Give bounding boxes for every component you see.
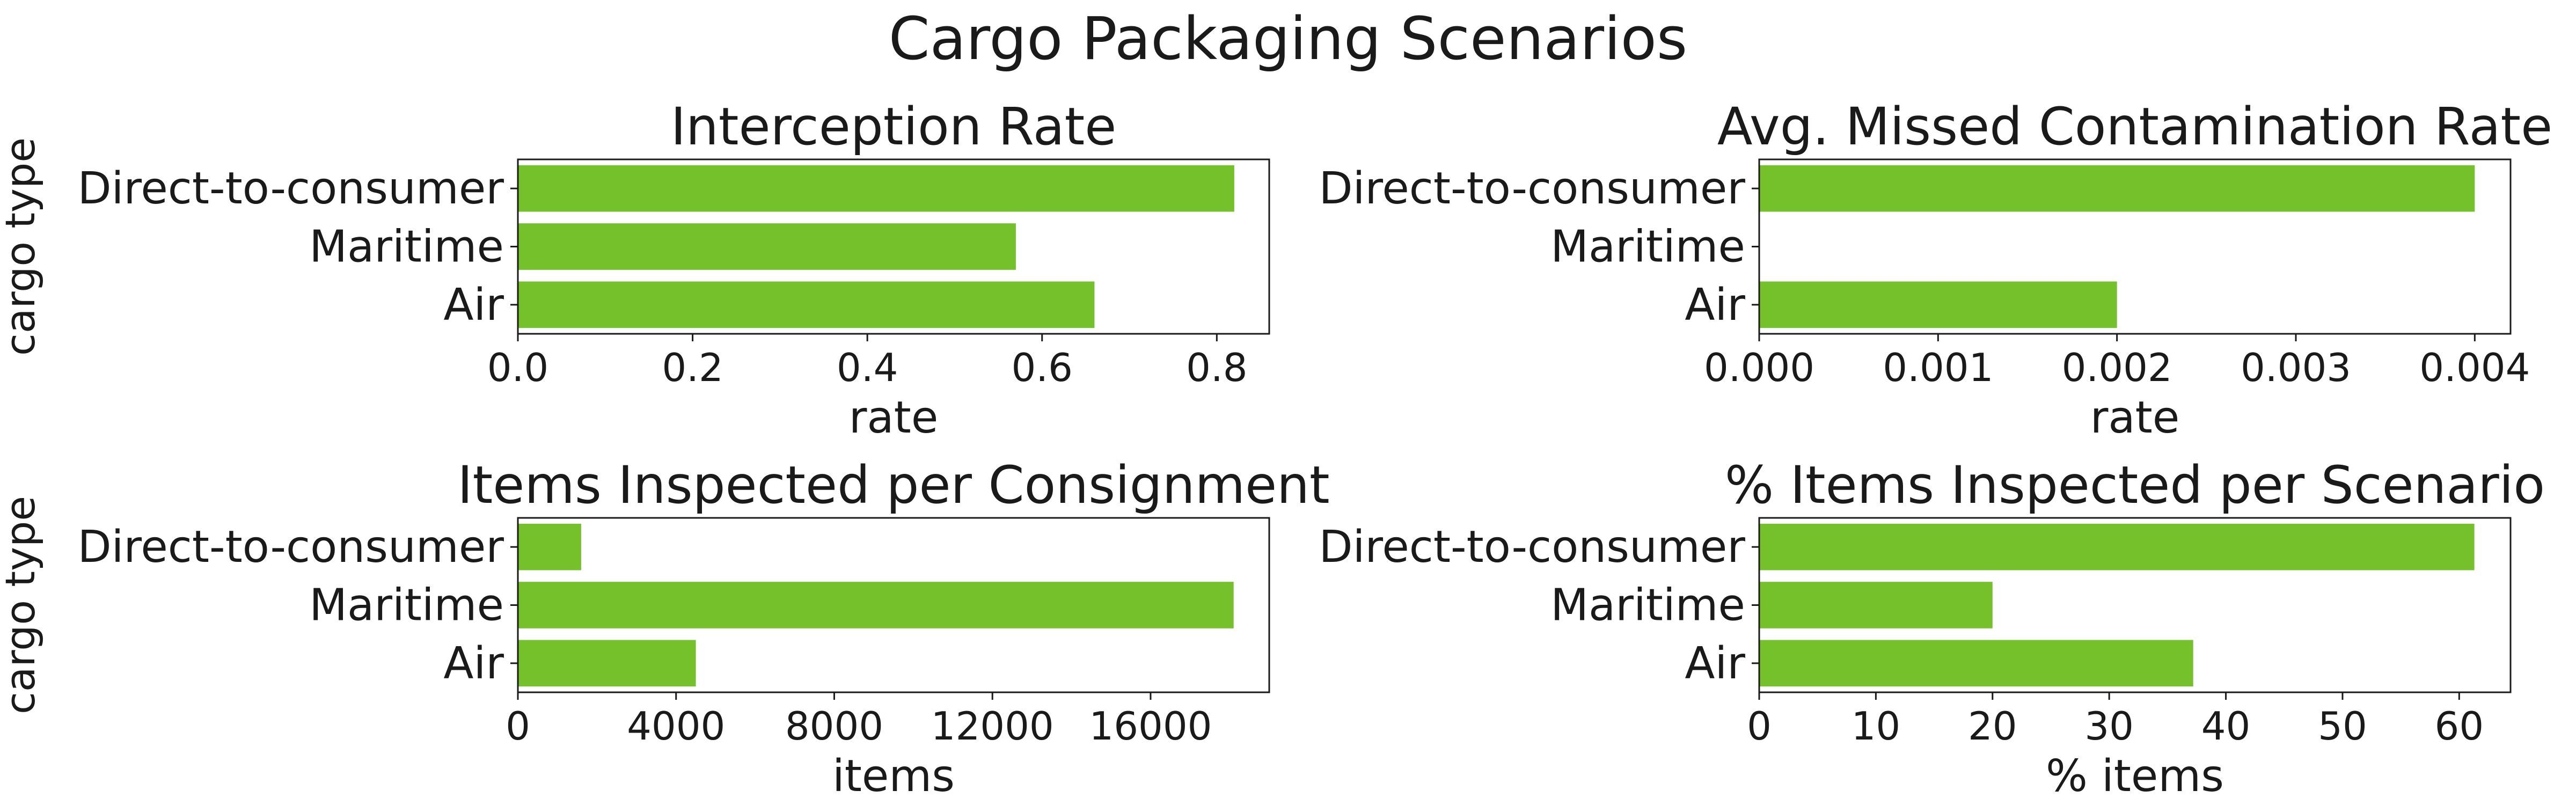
x-tick-label: 0.6 [1011,345,1073,390]
chart-panel-1: Direct-to-consumer Maritime Air 0.0 0.2 0.4 0.… [0,97,1270,443]
x-axis-label: items [832,751,955,802]
bar-maritime [518,223,1016,270]
x-axis-label: rate [849,392,939,443]
y-tick-label: Maritime [1550,580,1745,631]
x-tick-label: 0 [1747,704,1772,749]
y-tick-label: Maritime [309,580,504,631]
y-tick-label: Air [1685,280,1745,331]
panel-title: % Items Inspected per Scenario [1725,455,2545,515]
y-tick-label: Maritime [1550,222,1745,273]
bar-direct-to-consumer [518,523,581,570]
bar-air [518,281,1095,328]
bar-air [1759,640,2193,687]
y-tick-label: Air [1685,638,1745,689]
bar-direct-to-consumer [1759,523,2475,570]
bar-maritime [518,582,1234,628]
y-axis-label: cargo type [0,137,44,356]
x-axis-label: % items [2046,751,2224,802]
bar-direct-to-consumer [518,165,1234,212]
x-tick-label: 0.002 [2062,345,2172,390]
x-tick-label: 0.0 [487,345,549,390]
y-tick-label: Direct-to-consumer [1319,522,1746,573]
chart-panels: Direct-to-consumer Maritime Air 0.0 0.2 0.4 0.… [0,97,2552,802]
x-tick-label: 4000 [627,704,725,749]
bar-maritime [1759,582,1993,628]
x-tick-label: 16000 [1089,704,1212,749]
x-tick-label: 0.001 [1883,345,1993,390]
x-tick-label: 8000 [785,704,883,749]
x-tick-label: 0.8 [1186,345,1248,390]
x-tick-label: 0.000 [1704,345,1814,390]
x-tick-label: 20 [1968,704,2017,749]
x-tick-label: 40 [2201,704,2251,749]
panel-title: Interception Rate [671,97,1117,157]
x-tick-label: 0.2 [662,345,723,390]
bar-air [518,640,696,687]
y-tick-label: Direct-to-consumer [78,163,504,214]
panel-title: Items Inspected per Consignment [457,455,1329,515]
x-tick-label: 0.003 [2241,345,2351,390]
y-tick-label: Maritime [309,222,504,273]
x-tick-label: 12000 [931,704,1054,749]
y-tick-label: Direct-to-consumer [1319,163,1746,214]
x-tick-label: 60 [2435,704,2484,749]
y-tick-label: Air [443,280,504,331]
y-tick-label: Direct-to-consumer [78,522,504,573]
x-tick-label: 0.4 [837,345,898,390]
bar-direct-to-consumer [1759,165,2475,212]
chart-panel-2: Direct-to-consumer Maritime Air 0.000 0.001 0… [1319,97,2553,443]
figure-title: Cargo Packaging Scenarios [889,4,1687,73]
bar-air [1759,281,2117,328]
x-tick-label: 0.004 [2419,345,2530,390]
x-axis-label: rate [2090,392,2180,443]
x-tick-label: 30 [2084,704,2134,749]
y-tick-label: Air [443,638,504,689]
y-axis-label: cargo type [0,496,44,714]
x-tick-label: 10 [1851,704,1901,749]
x-tick-label: 50 [2318,704,2367,749]
panel-title: Avg. Missed Contamination Rate [1717,97,2552,157]
x-tick-label: 0 [506,704,530,749]
